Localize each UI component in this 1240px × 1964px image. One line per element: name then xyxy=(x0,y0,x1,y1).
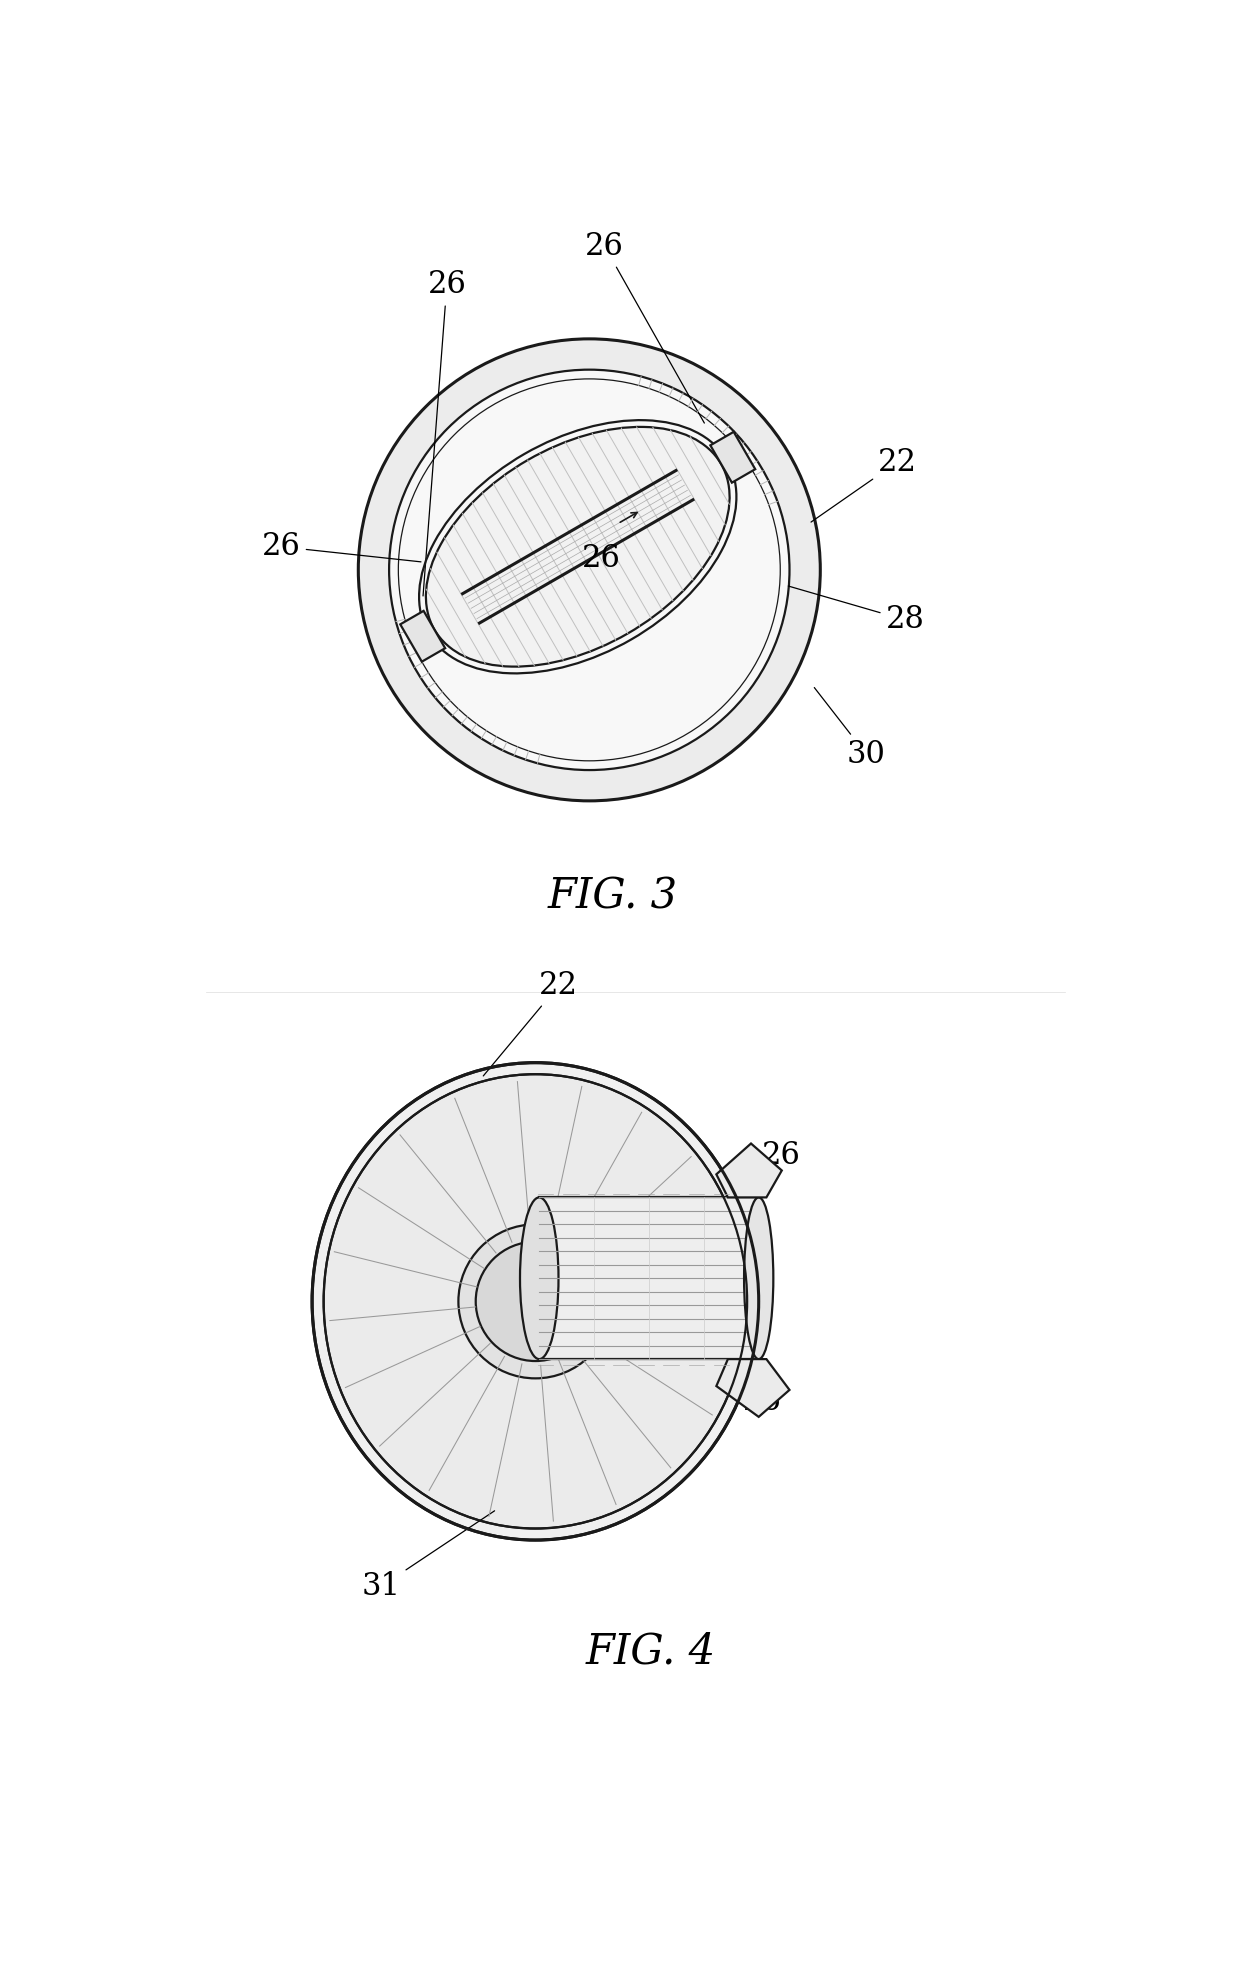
Text: 26: 26 xyxy=(262,530,422,562)
Text: FIG. 3: FIG. 3 xyxy=(547,876,677,917)
Ellipse shape xyxy=(459,1224,613,1379)
Circle shape xyxy=(398,379,780,760)
Polygon shape xyxy=(401,611,445,662)
Text: 26: 26 xyxy=(582,542,620,573)
Ellipse shape xyxy=(312,1063,759,1540)
Ellipse shape xyxy=(476,1241,595,1361)
Text: 26: 26 xyxy=(423,269,466,595)
Ellipse shape xyxy=(425,426,729,666)
Ellipse shape xyxy=(744,1198,774,1359)
Polygon shape xyxy=(711,432,755,483)
Text: 22: 22 xyxy=(811,446,916,522)
Ellipse shape xyxy=(324,1074,748,1528)
Text: 26: 26 xyxy=(585,232,704,422)
Ellipse shape xyxy=(520,1198,558,1359)
Text: 26: 26 xyxy=(582,542,620,573)
Text: 28: 28 xyxy=(789,585,925,636)
Text: 31: 31 xyxy=(362,1510,495,1603)
Text: 22: 22 xyxy=(484,970,578,1076)
Circle shape xyxy=(358,340,821,801)
Text: 26: 26 xyxy=(754,1139,801,1171)
Polygon shape xyxy=(717,1359,790,1416)
Text: 30: 30 xyxy=(815,687,885,770)
Circle shape xyxy=(389,369,790,770)
Text: FIG. 4: FIG. 4 xyxy=(585,1630,715,1671)
FancyBboxPatch shape xyxy=(539,1198,759,1359)
Polygon shape xyxy=(717,1143,781,1198)
Text: 26: 26 xyxy=(743,1387,782,1416)
